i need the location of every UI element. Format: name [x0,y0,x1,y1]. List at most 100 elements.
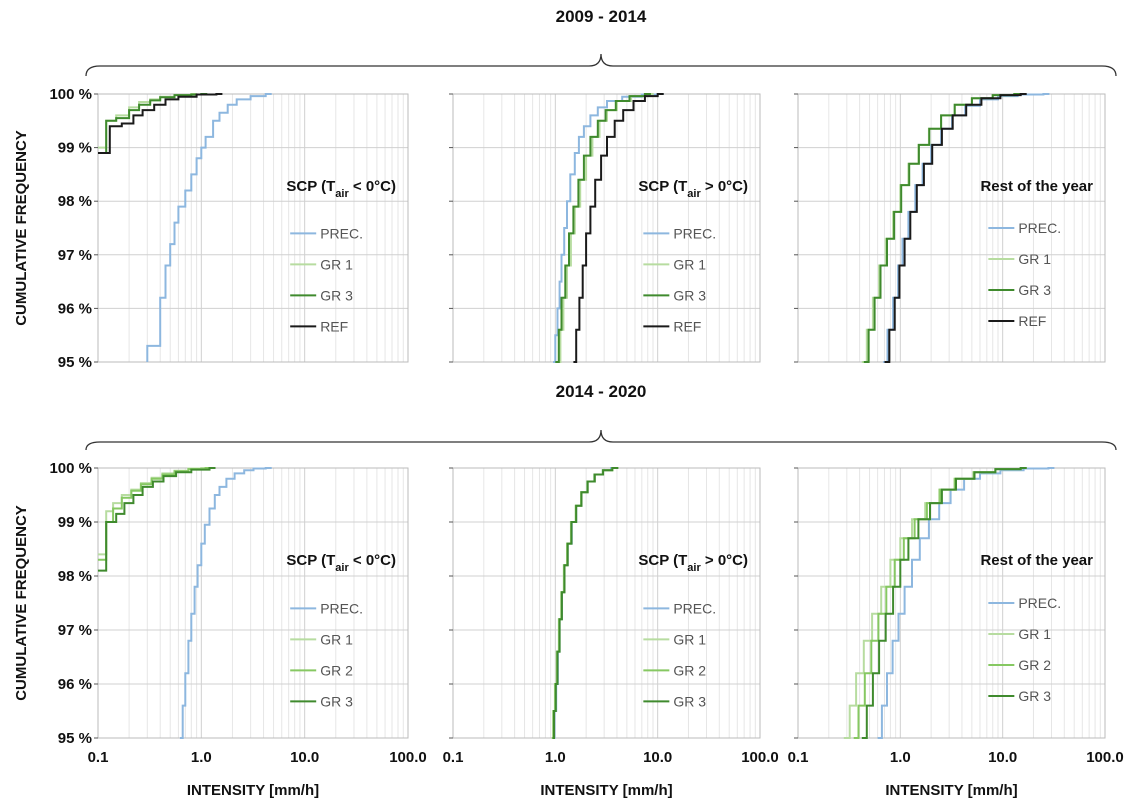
y-tick-label: 97 % [58,247,92,264]
panel-title-rest: < 0°C) [349,178,396,195]
series-line-gr3 [552,467,619,739]
series-line-gr3 [863,93,1021,363]
y-tick-label: 100 % [49,86,92,103]
legend-label: PREC. [1018,595,1061,611]
x-tick-label: 0.1 [443,749,464,766]
legend-label: GR 2 [320,662,353,678]
legend: PREC. GR 1 GR 3 REF [290,225,363,334]
legend-label: GR 1 [1018,251,1051,267]
panel-title-main: SCP (T [638,552,687,569]
panel-title-subscript: air [687,188,701,200]
series-line-ref [573,93,664,363]
legend-label: GR 3 [673,693,706,709]
y-tick-label: 95 % [58,730,92,747]
series-line-gr2 [98,467,212,561]
series-line-prec [179,467,272,739]
plot-frame [452,467,761,739]
panel-title-subscript: air [335,188,349,200]
panel-title-subscript: air [335,562,349,574]
plot-frame [452,93,761,363]
legend: PREC. GR 1 GR 3 REF [643,225,716,334]
legend-label: PREC. [673,225,716,241]
y-axis-title-0: CUMULATIVE FREQUENCY [13,130,30,326]
legend: PREC. GR 1 GR 3 REF [988,220,1061,329]
period-label-1: 2014 - 2020 [556,382,647,401]
y-axis-title-1: CUMULATIVE FREQUENCY [13,505,30,701]
panel-1-2: 0.1 1.0 10.0 100.0 INTENSITY [mm/h] Rest of t… [788,467,1124,799]
legend-label: GR 3 [1018,688,1051,704]
x-axis-title: INTENSITY [mm/h] [187,782,319,799]
panel-title-main: Rest of the year [980,178,1093,195]
panel-title: Rest of the year [980,178,1093,195]
y-tick-label: 99 % [58,514,92,531]
x-tick-label: 100.0 [389,749,427,766]
panel-0-1: SCP (Tair > 0°C) PREC. GR 1 GR 3 REF [449,93,761,363]
legend-label: PREC. [673,600,716,616]
series-line-ref [98,93,223,154]
x-tick-label: 10.0 [643,749,672,766]
panel-title: SCP (Tair < 0°C) [286,552,396,574]
panel-1-0: 95 % 96 % 97 % 98 % 99 % 100 % 0.1 1.0 10.0 100.0… [49,460,426,799]
panel-title-main: SCP (T [286,178,335,195]
series-line-gr3 [98,467,216,572]
panel-0-2: Rest of the year PREC. GR 1 GR 3 REF [794,93,1106,363]
plot-frame [797,93,1106,363]
legend: PREC. GR 1 GR 2 GR 3 [988,595,1061,704]
series-line-gr1 [557,93,654,363]
x-tick-label: 10.0 [988,749,1017,766]
legend-label: REF [320,318,348,334]
period-label-0: 2009 - 2014 [556,7,647,26]
x-tick-label: 0.1 [788,749,809,766]
y-tick-label: 98 % [58,568,92,585]
series-line-gr3 [98,93,208,154]
legend-label: GR 1 [673,256,706,272]
period-brace-0 [85,53,1117,77]
plot-frame [97,93,409,363]
x-tick-label: 100.0 [741,749,779,766]
x-tick-label: 10.0 [290,749,319,766]
x-tick-label: 1.0 [890,749,911,766]
panel-0-0: 95 % 96 % 97 % 98 % 99 % 100 % SCP (Tair < 0°C… [49,86,409,371]
plot-frame [797,467,1106,739]
y-tick-label: 96 % [58,300,92,317]
x-tick-label: 0.1 [88,749,109,766]
legend-label: GR 1 [320,631,353,647]
panel-title: SCP (Tair < 0°C) [286,178,396,200]
series-line-gr3 [555,93,651,363]
legend-label: GR 2 [1018,657,1051,673]
y-tick-label: 96 % [58,676,92,693]
panel-title-rest: > 0°C) [701,552,748,569]
y-tick-label: 95 % [58,354,92,371]
panel-title-main: SCP (T [638,178,687,195]
series-line-prec [553,93,664,363]
legend-label: GR 2 [673,662,706,678]
legend-label: REF [1018,313,1046,329]
legend-label: PREC. [320,600,363,616]
panel-1-1: 0.1 1.0 10.0 100.0 INTENSITY [mm/h] SCP (Tair… [443,467,779,799]
panel-title: SCP (Tair > 0°C) [638,552,748,574]
panel-title: SCP (Tair > 0°C) [638,178,748,200]
x-axis-title: INTENSITY [mm/h] [540,782,672,799]
x-tick-label: 1.0 [545,749,566,766]
x-tick-label: 1.0 [191,749,212,766]
legend-label: GR 1 [673,631,706,647]
series-line-prec [146,93,272,362]
y-tick-label: 98 % [58,193,92,210]
legend: PREC. GR 1 GR 2 GR 3 [290,600,363,709]
x-tick-label: 100.0 [1086,749,1124,766]
panel-title-main: Rest of the year [980,552,1093,569]
series-line-ref [884,93,1027,363]
panel-title-rest: > 0°C) [701,178,748,195]
x-axis-title: INTENSITY [mm/h] [885,782,1017,799]
panel-title-subscript: air [687,562,701,574]
y-tick-label: 99 % [58,140,92,157]
legend-label: GR 3 [1018,282,1051,298]
legend-label: GR 3 [673,287,706,303]
legend-label: REF [673,318,701,334]
panel-title-main: SCP (T [286,552,335,569]
period-brace-1 [85,429,1117,451]
y-tick-label: 100 % [49,460,92,477]
series-line-gr3 [861,467,1027,739]
series-line-prec [877,467,1055,739]
legend-label: PREC. [1018,220,1061,236]
